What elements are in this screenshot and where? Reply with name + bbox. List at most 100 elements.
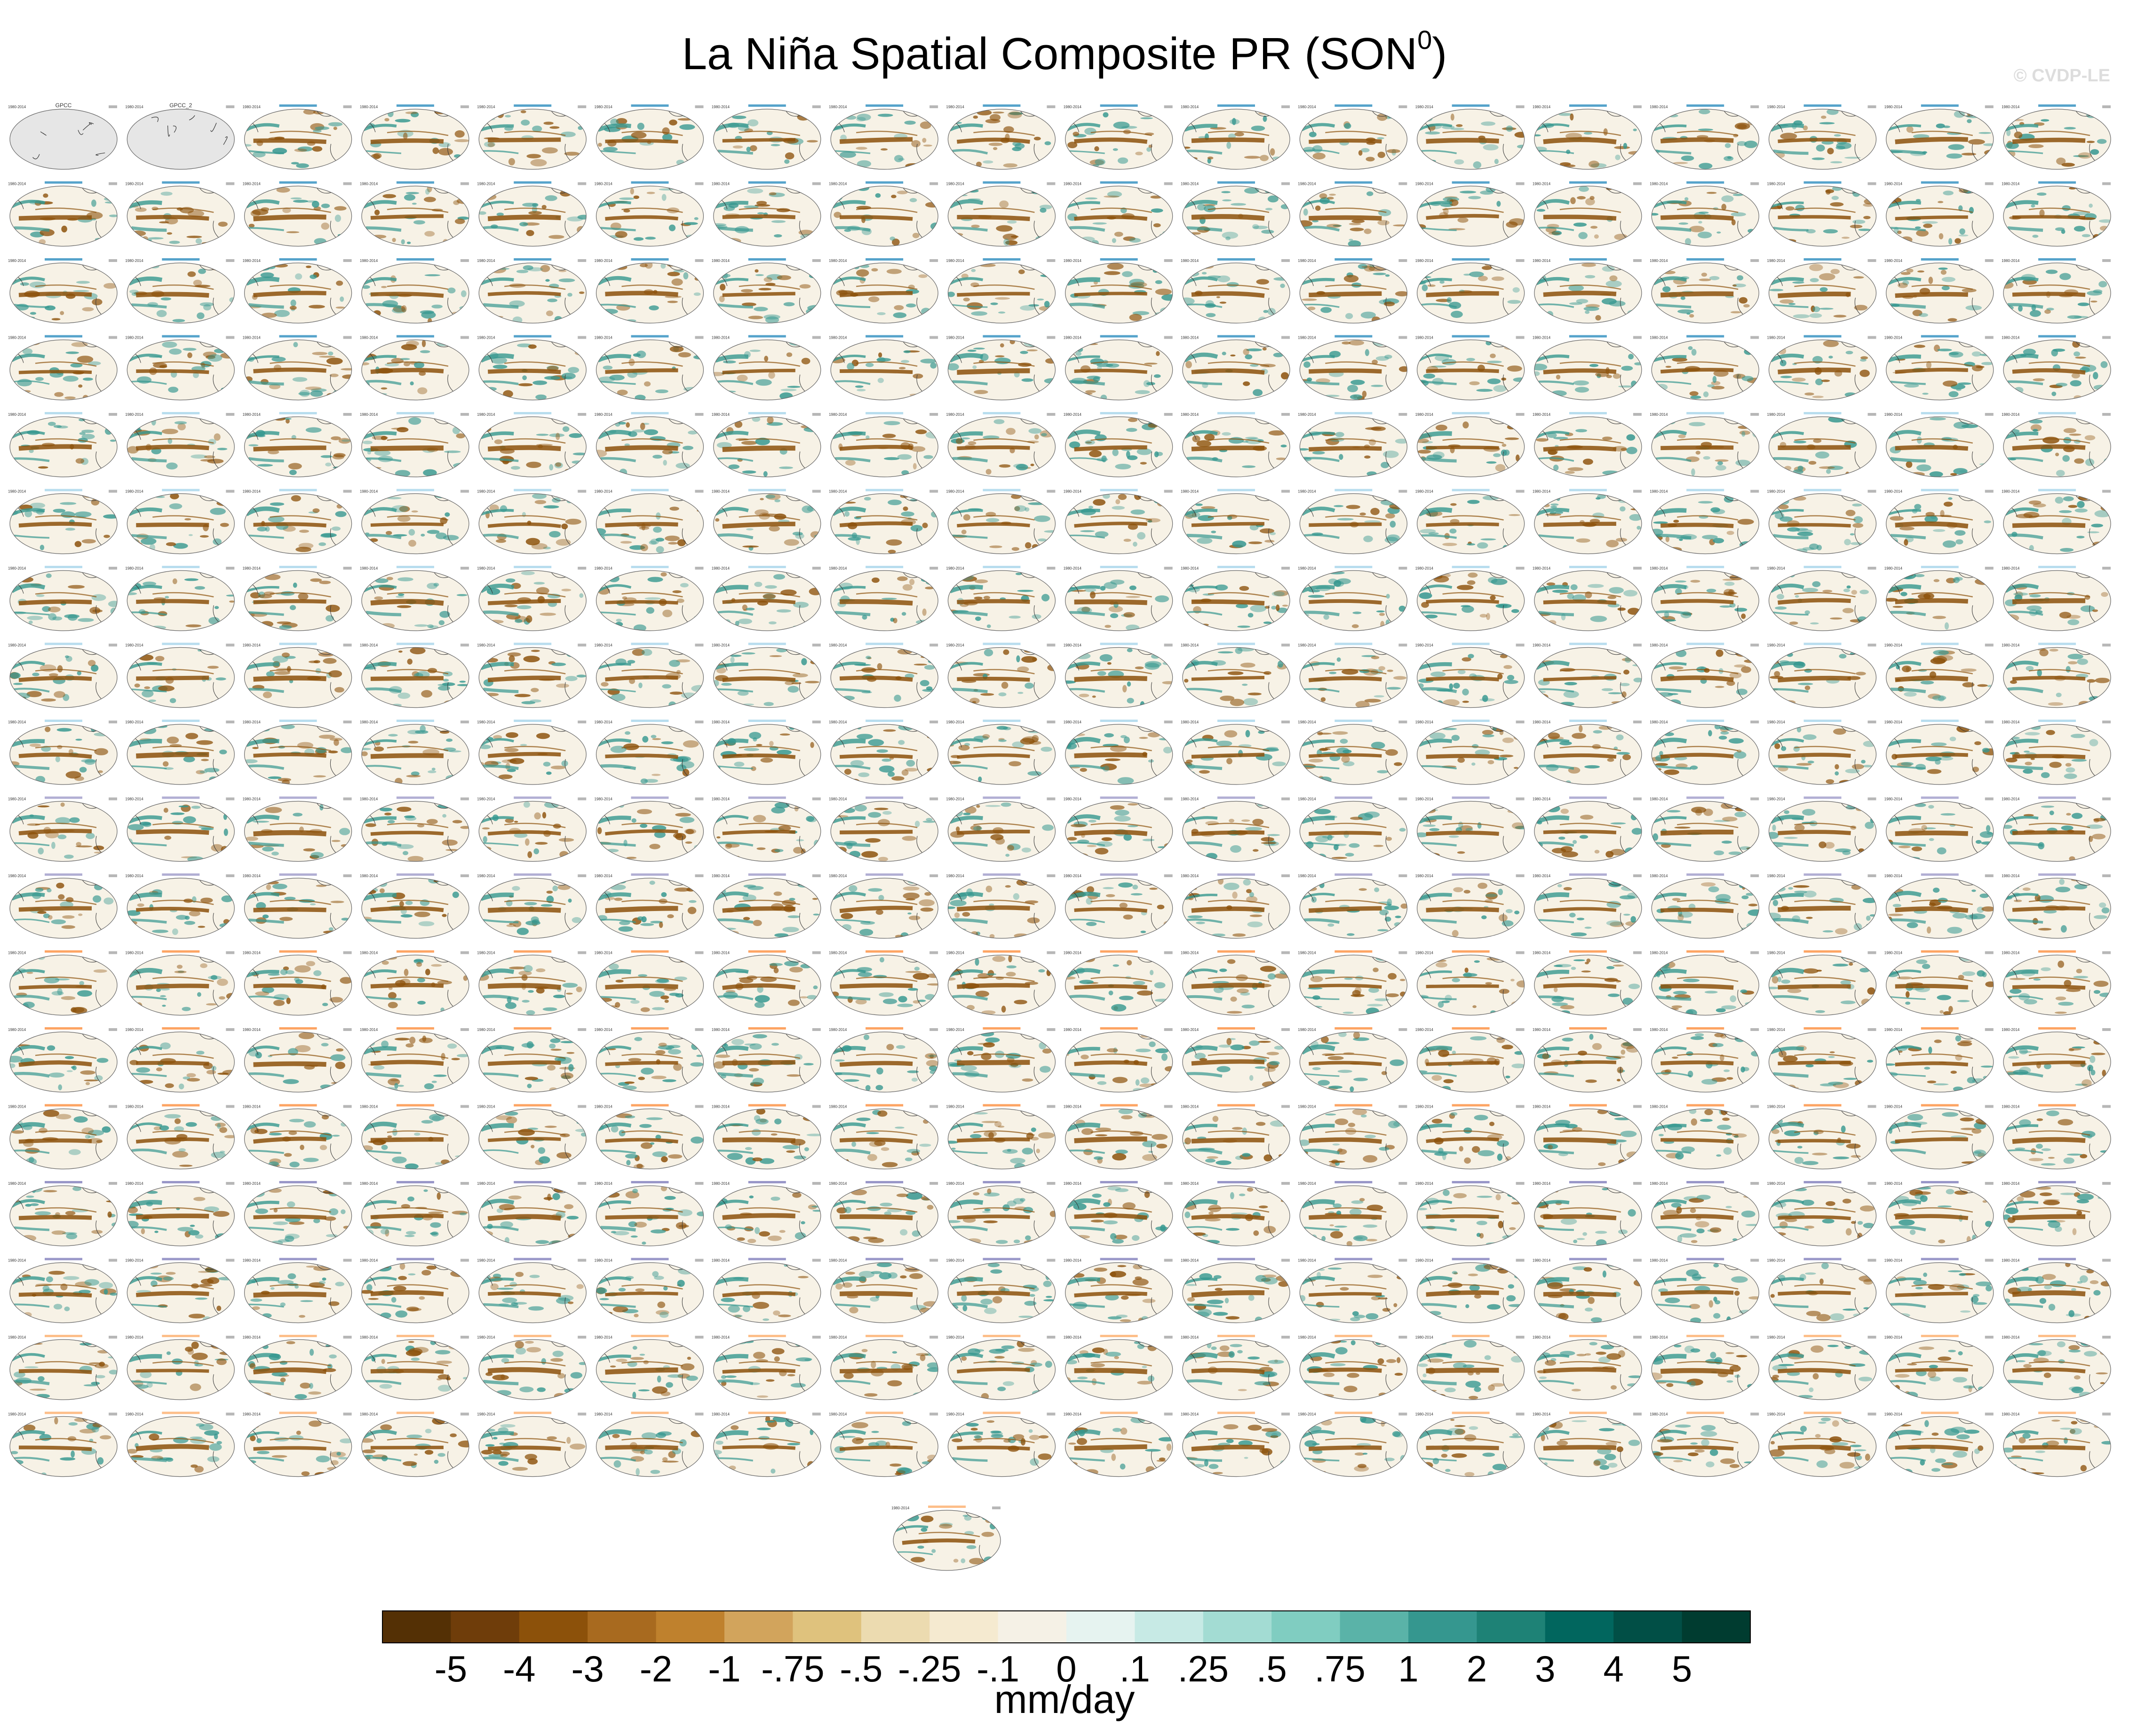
- model-map-panel: 1980-2014: [829, 642, 938, 708]
- panel-period: 1980-2014: [1415, 797, 1434, 801]
- panel-period: 1980-2014: [477, 336, 495, 340]
- model-map-panel: 1980-2014: [712, 1104, 821, 1170]
- panel-title: [45, 720, 82, 722]
- panel-period: 1980-2014: [595, 105, 613, 109]
- panel-period: 1980-2014: [1064, 412, 1082, 417]
- panel-title: [1569, 642, 1607, 645]
- panel-title: [1217, 489, 1255, 491]
- panel-stat: [226, 490, 235, 493]
- panel-period: 1980-2014: [946, 1412, 964, 1417]
- model-map-panel: 1980-2014: [2002, 181, 2111, 247]
- panel-title: [2038, 104, 2076, 107]
- panel-title: [279, 1411, 317, 1414]
- panel-title: [1335, 873, 1373, 876]
- colorbar-swatch: [519, 1611, 588, 1643]
- panel-title: [514, 258, 552, 261]
- panel-stat: [1281, 874, 1290, 877]
- panel-title: [1569, 1258, 1607, 1260]
- panel-stat: [812, 182, 821, 185]
- panel-stat: [1047, 1028, 1056, 1031]
- panel-stat: [812, 105, 821, 108]
- model-map-panel: 1980-2014: [2002, 1027, 2111, 1093]
- panel-period: 1980-2014: [360, 1181, 378, 1186]
- panel-stat: [929, 1105, 938, 1108]
- model-map-panel: 1980-2014: [1650, 1258, 1759, 1324]
- panel-period: 1980-2014: [1884, 182, 1903, 186]
- panel-stat: [226, 336, 235, 339]
- panel-title: [866, 258, 904, 261]
- panel-stat: [1750, 1259, 1759, 1262]
- panel-stat: [1985, 1182, 1994, 1185]
- model-map-panel: 1980-2014: [1181, 412, 1290, 477]
- panel-period: 1980-2014: [360, 412, 378, 417]
- panel-period: 1980-2014: [712, 490, 730, 494]
- panel-period: 1980-2014: [477, 720, 495, 724]
- model-map-panel: 1980-2014: [1533, 642, 1642, 708]
- panel-period: 1980-2014: [946, 259, 964, 263]
- panel-stat: [2102, 490, 2111, 493]
- panel-period: 1980-2014: [1650, 412, 1668, 417]
- panel-title: [1803, 642, 1842, 645]
- panel-title: [1921, 720, 1959, 722]
- model-map-panel: 1980-2014: [243, 258, 352, 324]
- model-map-panel: 1980-2014: [2002, 258, 2111, 324]
- panel-stat: [1398, 105, 1407, 108]
- panel-stat: [929, 1259, 938, 1262]
- model-map-panel: 1980-2014: [360, 104, 469, 170]
- model-map-panel: 1980-2014: [243, 720, 352, 785]
- panel-stat: [460, 336, 469, 339]
- panel-stat: [1281, 797, 1290, 801]
- panel-period: 1980-2014: [125, 259, 143, 263]
- model-map-panel: 1980-2014: [1298, 489, 1407, 555]
- model-map-panel: 1980-2014: [1650, 104, 1759, 170]
- panel-title: [631, 412, 669, 414]
- panel-stat: [343, 721, 352, 723]
- panel-title: [631, 1335, 669, 1337]
- model-map-panel: 1980-2014: [946, 489, 1056, 555]
- panel-title: [983, 642, 1021, 645]
- panel-stat: [695, 105, 704, 108]
- model-map-panel: 1980-2014: [1064, 1258, 1173, 1324]
- model-map-panel: 1980-2014: [1650, 181, 1759, 247]
- panel-period: 1980-2014: [1533, 566, 1551, 571]
- panel-period: 1980-2014: [360, 490, 378, 494]
- panel-title: [396, 258, 434, 261]
- panel-period: 1980-2014: [829, 643, 847, 648]
- model-map-panel: 1980-2014: [1767, 1335, 1877, 1400]
- panel-stat: [1633, 951, 1642, 954]
- panel-title: [1335, 720, 1373, 722]
- panel-title: [279, 873, 317, 876]
- panel-stat: [1047, 1412, 1056, 1416]
- panel-stat: [578, 1182, 587, 1185]
- panel-period: 1980-2014: [1298, 412, 1316, 417]
- panel-period: 1980-2014: [595, 1412, 613, 1417]
- panel-title: [1803, 566, 1842, 568]
- panel-period: 1980-2014: [2002, 1028, 2020, 1032]
- panel-stat: [1516, 336, 1525, 339]
- panel-stat: [695, 1105, 704, 1108]
- panel-title: [1803, 104, 1842, 107]
- panel-period: 1980-2014: [712, 566, 730, 571]
- panel-stat: [929, 721, 938, 723]
- model-map-panel: 1980-2014: [1181, 181, 1290, 247]
- model-map-panel: 1980-2014: [477, 950, 587, 1016]
- panel-stat: [2102, 1259, 2111, 1262]
- panel-period: 1980-2014: [1181, 412, 1199, 417]
- panel-title: [2038, 950, 2076, 953]
- panel-title: [1686, 1411, 1724, 1414]
- panel-title: [1100, 1181, 1138, 1183]
- panel-period: 1980-2014: [946, 412, 964, 417]
- panel-title: [748, 950, 786, 953]
- panel-period: 1980-2014: [1298, 259, 1316, 263]
- panel-stat: [109, 1182, 117, 1185]
- panel-stat: [1398, 1336, 1407, 1339]
- panel-title: [1335, 642, 1373, 645]
- model-map-panel: 1980-2014: [125, 258, 235, 324]
- panel-title: [866, 1027, 904, 1030]
- panel-period: 1980-2014: [829, 336, 847, 340]
- model-map-panel: 1980-2014: [1298, 642, 1407, 708]
- panel-period: 1980-2014: [595, 874, 613, 878]
- panel-title: [1100, 412, 1138, 414]
- panel-stat: [1867, 567, 1876, 570]
- panel-title: [1686, 873, 1724, 876]
